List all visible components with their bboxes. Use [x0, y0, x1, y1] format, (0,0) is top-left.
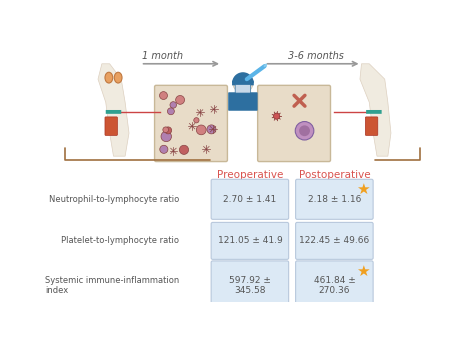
Wedge shape: [232, 72, 254, 83]
Text: 461.84 ±
270.36: 461.84 ± 270.36: [313, 276, 355, 295]
Circle shape: [167, 108, 174, 115]
Text: Platelet-to-lymphocyte ratio: Platelet-to-lymphocyte ratio: [61, 236, 179, 245]
Text: 2.18 ± 1.16: 2.18 ± 1.16: [308, 195, 361, 204]
FancyBboxPatch shape: [366, 110, 382, 114]
Circle shape: [179, 145, 189, 154]
FancyBboxPatch shape: [105, 117, 118, 135]
FancyBboxPatch shape: [155, 85, 228, 162]
FancyBboxPatch shape: [106, 110, 121, 114]
FancyBboxPatch shape: [296, 179, 373, 219]
Circle shape: [170, 102, 176, 108]
Text: Systemic immune-inflammation
index: Systemic immune-inflammation index: [45, 276, 179, 295]
Text: 121.05 ± 41.9: 121.05 ± 41.9: [218, 236, 283, 245]
FancyBboxPatch shape: [211, 222, 289, 259]
Circle shape: [176, 96, 184, 104]
FancyBboxPatch shape: [235, 84, 251, 93]
Circle shape: [194, 118, 199, 123]
FancyBboxPatch shape: [211, 261, 289, 310]
FancyBboxPatch shape: [296, 222, 373, 259]
Circle shape: [163, 127, 169, 133]
Text: ★: ★: [356, 182, 370, 197]
Circle shape: [196, 125, 206, 135]
Circle shape: [295, 121, 314, 140]
Text: 3-6 months: 3-6 months: [288, 52, 344, 61]
Ellipse shape: [105, 72, 113, 83]
Circle shape: [273, 113, 280, 119]
Circle shape: [160, 92, 167, 99]
Circle shape: [299, 125, 310, 136]
FancyBboxPatch shape: [365, 117, 378, 135]
Text: 122.45 ± 49.66: 122.45 ± 49.66: [299, 236, 370, 245]
Ellipse shape: [114, 72, 122, 83]
Text: 1 month: 1 month: [142, 52, 183, 61]
Circle shape: [233, 73, 253, 93]
Polygon shape: [98, 64, 129, 156]
Circle shape: [160, 145, 168, 153]
Text: ★: ★: [356, 264, 370, 279]
Polygon shape: [360, 64, 391, 156]
Text: 597.92 ±
345.58: 597.92 ± 345.58: [229, 276, 271, 295]
FancyBboxPatch shape: [228, 92, 258, 111]
Text: Postoperative: Postoperative: [299, 170, 370, 180]
FancyBboxPatch shape: [258, 85, 330, 162]
Circle shape: [161, 131, 172, 142]
Text: 2.70 ± 1.41: 2.70 ± 1.41: [223, 195, 276, 204]
Circle shape: [164, 127, 172, 134]
FancyBboxPatch shape: [211, 179, 289, 219]
Text: Neutrophil-to-lymphocyte ratio: Neutrophil-to-lymphocyte ratio: [49, 195, 179, 204]
Text: Preoperative: Preoperative: [217, 170, 283, 180]
FancyBboxPatch shape: [232, 81, 254, 85]
Circle shape: [207, 125, 216, 134]
FancyBboxPatch shape: [296, 261, 373, 310]
